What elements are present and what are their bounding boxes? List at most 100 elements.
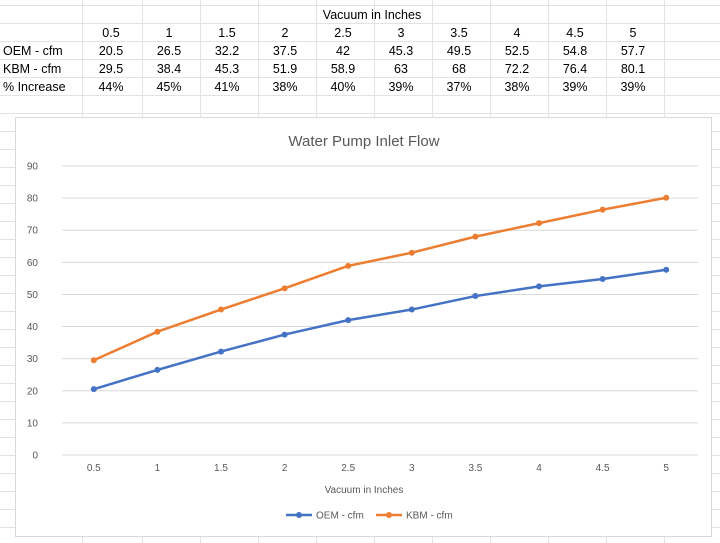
column-header-cell: 3 (397, 26, 405, 40)
table-cell: 72.2 (504, 62, 530, 76)
table-row: KBM - cfm 29.5 38.4 45.3 51.9 58.9 63 68 72.2 76.… (0, 60, 662, 78)
x-tick-label: 1.5 (214, 463, 228, 474)
series-line (93, 268, 667, 391)
x-axis-ticks: 0.5 1 1.5 2 2.5 3 3.5 4 4.5 5 (87, 463, 670, 474)
x-tick-label: 3.5 (468, 463, 482, 474)
table-cell: 54.8 (562, 44, 588, 58)
table-cell: 42 (336, 44, 350, 58)
data-point (408, 306, 415, 313)
data-point (599, 276, 606, 283)
row-label: KBM - cfm (3, 62, 62, 76)
chart-container[interactable]: Water Pump Inlet Flow 0 10 20 30 40 50 60 70 80 9… (15, 117, 712, 537)
table-cell: 39% (620, 80, 646, 94)
series-lines (90, 194, 670, 393)
data-point (472, 293, 479, 300)
row-label: OEM - cfm (3, 44, 63, 58)
column-header-cell: 4.5 (566, 26, 584, 40)
gridlines (62, 165, 698, 456)
data-point (154, 328, 161, 335)
y-tick-label: 90 (27, 162, 39, 173)
data-point (663, 194, 670, 201)
data-point (281, 331, 288, 338)
data-table: Vacuum in Inches 0.5 1 1.5 2 2.5 3 3.5 4 4.5 5 OE… (0, 6, 662, 96)
y-tick-label: 40 (27, 322, 39, 333)
legend-label: KBM - cfm (406, 511, 453, 522)
column-header-cell: 1.5 (218, 26, 236, 40)
table-cell: 45% (156, 80, 182, 94)
data-point (599, 206, 606, 213)
table-cell: 68 (452, 62, 466, 76)
table-row: % Increase 44% 45% 41% 38% 40% 39% 37% 38% 39% 39% (0, 78, 662, 96)
legend-item: KBM - cfm (376, 511, 453, 522)
legend-item: OEM - cfm (286, 511, 364, 522)
table-cell: 76.4 (562, 62, 588, 76)
table-cell: 37% (446, 80, 472, 94)
series-1 (90, 266, 670, 393)
table-header-title: Vacuum in Inches (322, 8, 422, 22)
x-tick-label: 0.5 (87, 463, 101, 474)
data-point (154, 366, 161, 373)
data-point (281, 285, 288, 292)
table-cell: 41% (214, 80, 240, 94)
table-cell: 38.4 (156, 62, 182, 76)
chart-title: Water Pump Inlet Flow (288, 133, 439, 150)
y-tick-label: 10 (27, 418, 39, 429)
data-point (90, 357, 97, 364)
data-point (408, 249, 415, 256)
x-tick-label: 2.5 (341, 463, 355, 474)
y-tick-label: 70 (27, 226, 39, 237)
table-cell: 49.5 (446, 44, 472, 58)
legend-marker-icon (386, 512, 392, 518)
table-cell: 58.9 (330, 62, 356, 76)
data-point (90, 386, 97, 393)
data-point (663, 266, 670, 273)
table-cell: 44% (98, 80, 124, 94)
y-tick-label: 80 (27, 194, 39, 205)
data-point (536, 283, 542, 290)
column-header-cell: 0.5 (102, 26, 120, 40)
table-cell: 57.7 (620, 44, 646, 58)
x-tick-label: 4.5 (596, 463, 610, 474)
series-2 (90, 194, 670, 364)
table-cell: 45.3 (214, 62, 240, 76)
table-cell: 40% (330, 80, 356, 94)
table-cell: 39% (388, 80, 414, 94)
data-point (218, 306, 224, 313)
data-point (345, 262, 352, 269)
table-title-row: Vacuum in Inches (0, 6, 662, 24)
y-tick-label: 20 (27, 386, 39, 397)
table-cell: 39% (562, 80, 588, 94)
y-tick-label: 50 (27, 290, 39, 301)
column-header-cell: 3.5 (450, 26, 468, 40)
column-header-cell: 1 (165, 26, 173, 40)
x-tick-label: 4 (536, 463, 542, 474)
table-cell: 51.9 (272, 62, 298, 76)
data-point (345, 317, 352, 324)
table-cell: 38% (272, 80, 298, 94)
column-header-cell: 2.5 (334, 26, 352, 40)
data-point (536, 220, 542, 227)
x-tick-label: 5 (663, 463, 669, 474)
x-axis-title: Vacuum in Inches (325, 485, 404, 496)
table-column-header-row: 0.5 1 1.5 2 2.5 3 3.5 4 4.5 5 (0, 24, 662, 42)
table-cell: 80.1 (620, 62, 646, 76)
table-cell: 52.5 (504, 44, 530, 58)
data-point (218, 348, 224, 355)
column-header-cell: 4 (513, 26, 521, 40)
y-axis-ticks: 0 10 20 30 40 50 60 70 80 90 (27, 162, 39, 462)
table-cell: 32.2 (214, 44, 240, 58)
table-cell: 20.5 (98, 44, 124, 58)
table-cell: 63 (394, 62, 408, 76)
table-cell: 38% (504, 80, 530, 94)
line-chart: Water Pump Inlet Flow 0 10 20 30 40 50 60 70 80 9… (27, 133, 698, 522)
data-point (472, 233, 479, 240)
y-tick-label: 30 (27, 354, 39, 365)
table-cell: 45.3 (388, 44, 414, 58)
column-header-cell: 2 (281, 26, 289, 40)
y-tick-label: 60 (27, 258, 39, 269)
x-tick-label: 1 (155, 463, 161, 474)
table-cell: 26.5 (156, 44, 182, 58)
legend-label: OEM - cfm (316, 511, 364, 522)
y-tick-label: 0 (32, 451, 38, 462)
legend-marker-icon (296, 512, 302, 518)
